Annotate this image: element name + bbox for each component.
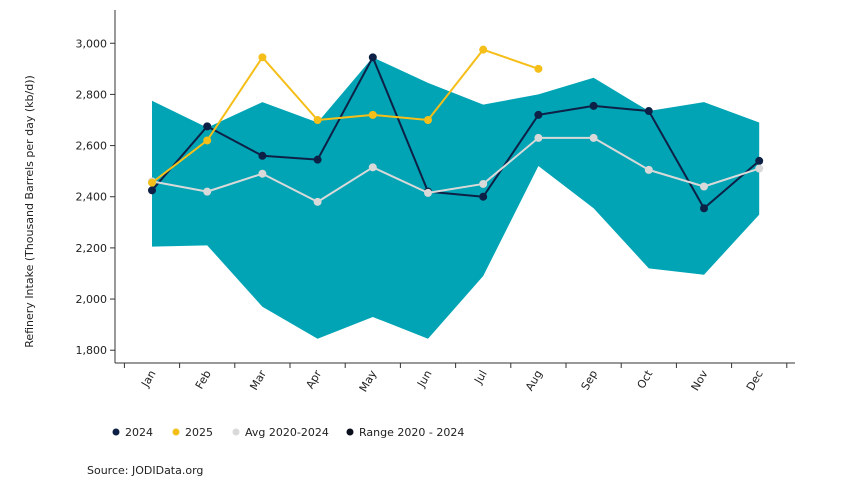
series-layer <box>148 45 764 213</box>
x-tick-label: Jun <box>414 368 434 390</box>
x-tick-label: Mar <box>247 368 269 393</box>
point-2024 <box>148 186 156 195</box>
series-2024 <box>148 53 764 213</box>
series-2025 <box>148 45 543 187</box>
point-avg-2020-2024 <box>313 197 322 206</box>
x-tick-label: Sep <box>579 368 601 392</box>
source-note: Source: JODIData.org <box>87 464 203 477</box>
point-avg-2020-2024 <box>258 169 267 178</box>
x-tick-label: Apr <box>303 368 324 391</box>
legend-label: Avg 2020-2024 <box>245 426 329 439</box>
legend-item-avg-2020-2024: Avg 2020-2024 <box>232 426 329 439</box>
point-2025 <box>534 64 543 73</box>
range-band <box>152 57 760 339</box>
point-2024 <box>700 204 708 213</box>
y-tick-label: 2,400 <box>76 191 108 204</box>
point-avg-2020-2024 <box>755 164 764 173</box>
x-tick-label: May <box>357 368 380 395</box>
y-tick-label: 2,600 <box>76 140 108 153</box>
legend-label: Range 2020 - 2024 <box>359 426 464 439</box>
point-2025 <box>148 178 156 187</box>
legend-item-2024: 2024 <box>112 426 153 439</box>
range-layer <box>152 57 760 339</box>
line-avg-2020-2024 <box>151 136 760 203</box>
point-avg-2020-2024 <box>479 179 488 188</box>
point-2024 <box>313 155 322 164</box>
point-2025 <box>313 115 322 124</box>
y-tick-label: 2,200 <box>76 242 108 255</box>
point-2025 <box>424 115 432 124</box>
legend-label: 2025 <box>185 426 213 439</box>
point-2024 <box>479 192 488 201</box>
y-tick-label: 2,800 <box>76 88 108 101</box>
legend: 2024 2025 Avg 2020-2024 Range 2020 - 2024 <box>112 426 464 439</box>
point-2024 <box>368 53 377 62</box>
point-2025 <box>479 45 488 54</box>
x-tick-label: Feb <box>193 368 214 391</box>
legend-marker <box>112 428 120 436</box>
point-avg-2020-2024 <box>424 188 432 197</box>
y-tick-label: 3,000 <box>76 37 108 50</box>
point-2025 <box>258 53 267 62</box>
legend-item-range-2020-2024: Range 2020 - 2024 <box>346 426 464 439</box>
line-2025 <box>151 48 539 184</box>
point-avg-2020-2024 <box>589 133 598 142</box>
point-avg-2020-2024 <box>644 165 653 174</box>
y-axis-title: Refinery Intake (Thousand Barrels per da… <box>23 75 36 348</box>
x-tick-label: Nov <box>689 368 711 394</box>
legend-marker <box>346 428 354 436</box>
x-tick-label: Jan <box>138 368 158 390</box>
point-2024 <box>755 156 764 165</box>
point-2024 <box>534 110 543 119</box>
point-2025 <box>203 136 212 145</box>
point-avg-2020-2024 <box>534 133 543 142</box>
point-avg-2020-2024 <box>368 163 377 172</box>
legend-marker <box>172 428 180 436</box>
y-tick-label: 2,000 <box>76 293 108 306</box>
legend-label: 2024 <box>125 426 153 439</box>
point-2024 <box>589 101 598 110</box>
x-tick-label: Jul <box>471 368 489 387</box>
point-avg-2020-2024 <box>700 182 708 191</box>
point-2024 <box>644 107 653 116</box>
x-tick-label: Dec <box>744 368 766 393</box>
point-2024 <box>258 151 267 160</box>
x-tick-label: Aug <box>523 368 545 393</box>
x-tick-label: Oct <box>635 367 656 391</box>
legend-marker <box>232 428 240 436</box>
legend-item-2025: 2025 <box>172 426 213 439</box>
point-avg-2020-2024 <box>203 187 212 196</box>
point-2024 <box>203 122 212 131</box>
y-tick-label: 1,800 <box>76 344 108 357</box>
line-2024 <box>151 56 760 210</box>
point-2025 <box>368 110 377 119</box>
